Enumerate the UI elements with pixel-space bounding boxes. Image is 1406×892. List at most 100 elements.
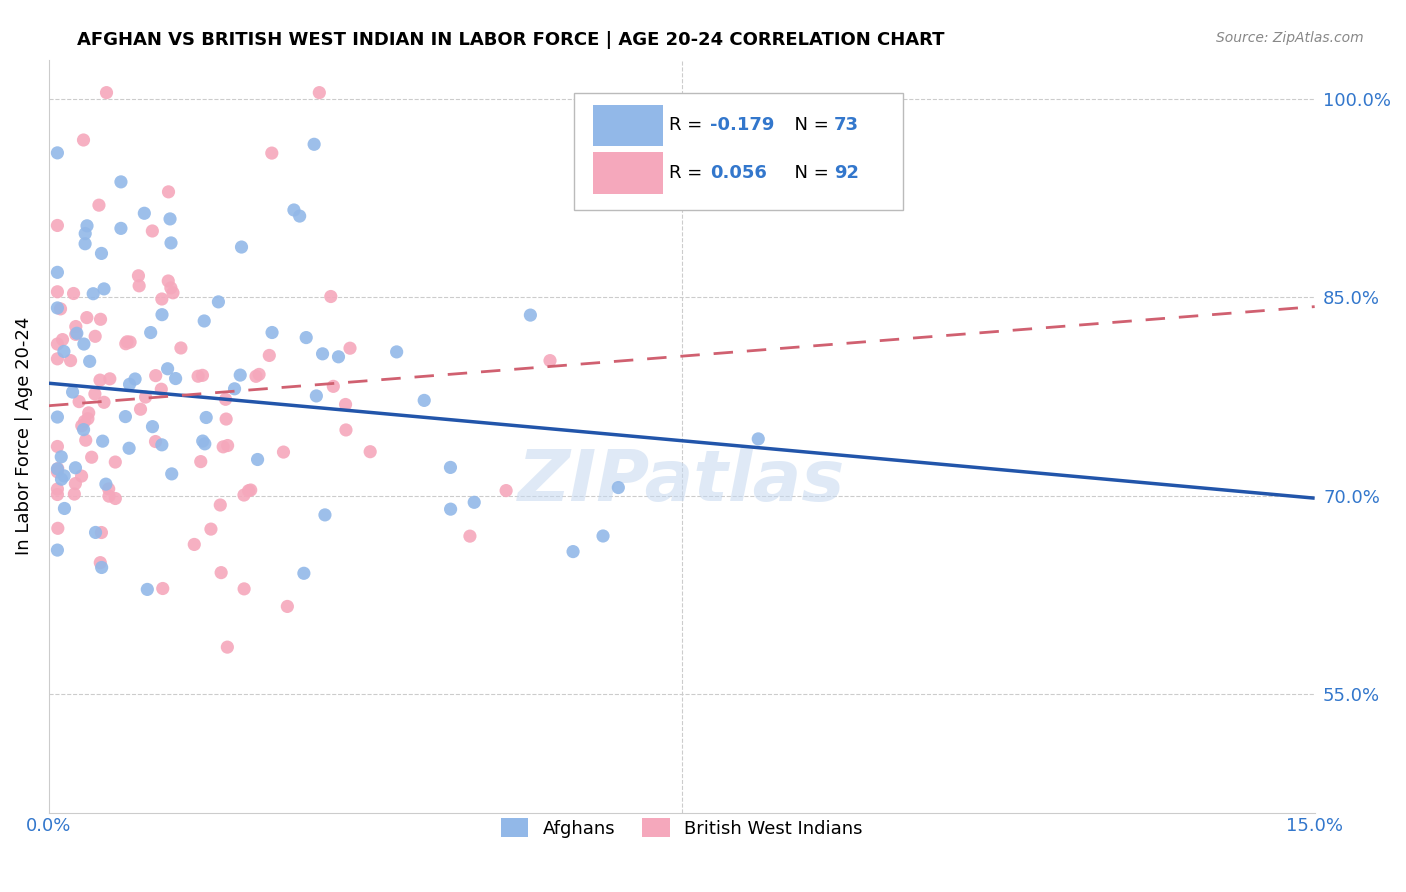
Text: AFGHAN VS BRITISH WEST INDIAN IN LABOR FORCE | AGE 20-24 CORRELATION CHART: AFGHAN VS BRITISH WEST INDIAN IN LABOR F…: [77, 31, 945, 49]
Point: [519, 308, 541, 322]
Point: [90, 525, 112, 540]
Point: [238, 483, 260, 498]
Point: [89, 556, 111, 570]
Point: [458, 529, 481, 543]
Point: [90, 246, 112, 260]
Point: [46, 465, 69, 479]
Point: [191, 434, 214, 448]
Point: [93, 395, 115, 409]
Point: [231, 240, 253, 254]
Point: [245, 369, 267, 384]
Point: [224, 382, 246, 396]
Text: N =: N =: [783, 163, 835, 182]
Point: [46, 351, 69, 366]
Point: [46, 482, 69, 496]
Point: [104, 455, 127, 469]
Point: [59, 353, 82, 368]
Point: [62, 286, 84, 301]
Point: [193, 314, 215, 328]
Point: [51, 472, 73, 486]
Point: [72, 133, 94, 147]
Point: [46, 487, 69, 501]
Point: [114, 336, 136, 351]
Point: [118, 442, 141, 456]
Point: [170, 341, 193, 355]
Point: [209, 566, 232, 580]
Point: [104, 491, 127, 506]
FancyBboxPatch shape: [593, 153, 662, 194]
Point: [91, 434, 114, 449]
Point: [209, 498, 232, 512]
Point: [77, 406, 100, 420]
Point: [302, 137, 325, 152]
Point: [207, 294, 229, 309]
Point: [75, 434, 97, 448]
Point: [335, 423, 357, 437]
Point: [292, 566, 315, 581]
Point: [335, 397, 357, 411]
Point: [439, 502, 461, 516]
Point: [413, 393, 436, 408]
Text: 92: 92: [834, 163, 859, 182]
Point: [160, 467, 183, 481]
Point: [53, 469, 76, 483]
Point: [165, 371, 187, 385]
Point: [94, 477, 117, 491]
Point: [562, 544, 585, 558]
Point: [233, 582, 256, 596]
Point: [215, 412, 238, 426]
Point: [75, 236, 97, 251]
Point: [273, 445, 295, 459]
Point: [52, 344, 75, 359]
Point: [84, 329, 107, 343]
Point: [98, 372, 121, 386]
Point: [139, 326, 162, 340]
Text: ZIPatlas: ZIPatlas: [519, 447, 845, 516]
Point: [145, 434, 167, 449]
Point: [314, 508, 336, 522]
Text: Source: ZipAtlas.com: Source: ZipAtlas.com: [1216, 31, 1364, 45]
Point: [607, 481, 630, 495]
Point: [141, 419, 163, 434]
Point: [128, 278, 150, 293]
Point: [46, 410, 69, 425]
Point: [65, 319, 87, 334]
Point: [51, 450, 73, 464]
Point: [46, 219, 69, 233]
Point: [538, 353, 561, 368]
Point: [83, 387, 105, 401]
Point: [51, 333, 73, 347]
Point: [194, 437, 217, 451]
Point: [308, 86, 330, 100]
Point: [80, 450, 103, 465]
Point: [150, 308, 173, 322]
Point: [84, 525, 107, 540]
Point: [129, 402, 152, 417]
Point: [98, 489, 121, 503]
Point: [359, 444, 381, 458]
Point: [200, 522, 222, 536]
Point: [46, 543, 69, 558]
Point: [217, 438, 239, 452]
Point: [212, 440, 235, 454]
Point: [311, 347, 333, 361]
Point: [46, 462, 69, 476]
FancyBboxPatch shape: [574, 94, 903, 211]
Point: [156, 361, 179, 376]
Point: [150, 438, 173, 452]
Point: [46, 145, 69, 160]
Point: [295, 330, 318, 344]
Point: [46, 521, 69, 535]
Legend: Afghans, British West Indians: Afghans, British West Indians: [494, 811, 870, 845]
Point: [62, 385, 84, 400]
Point: [66, 326, 89, 341]
Text: R =: R =: [669, 163, 709, 182]
Point: [73, 414, 96, 428]
Point: [49, 301, 72, 316]
Point: [247, 368, 270, 382]
Text: -0.179: -0.179: [710, 116, 775, 134]
Point: [70, 469, 93, 483]
Point: [46, 461, 69, 475]
Point: [288, 209, 311, 223]
Point: [276, 599, 298, 614]
